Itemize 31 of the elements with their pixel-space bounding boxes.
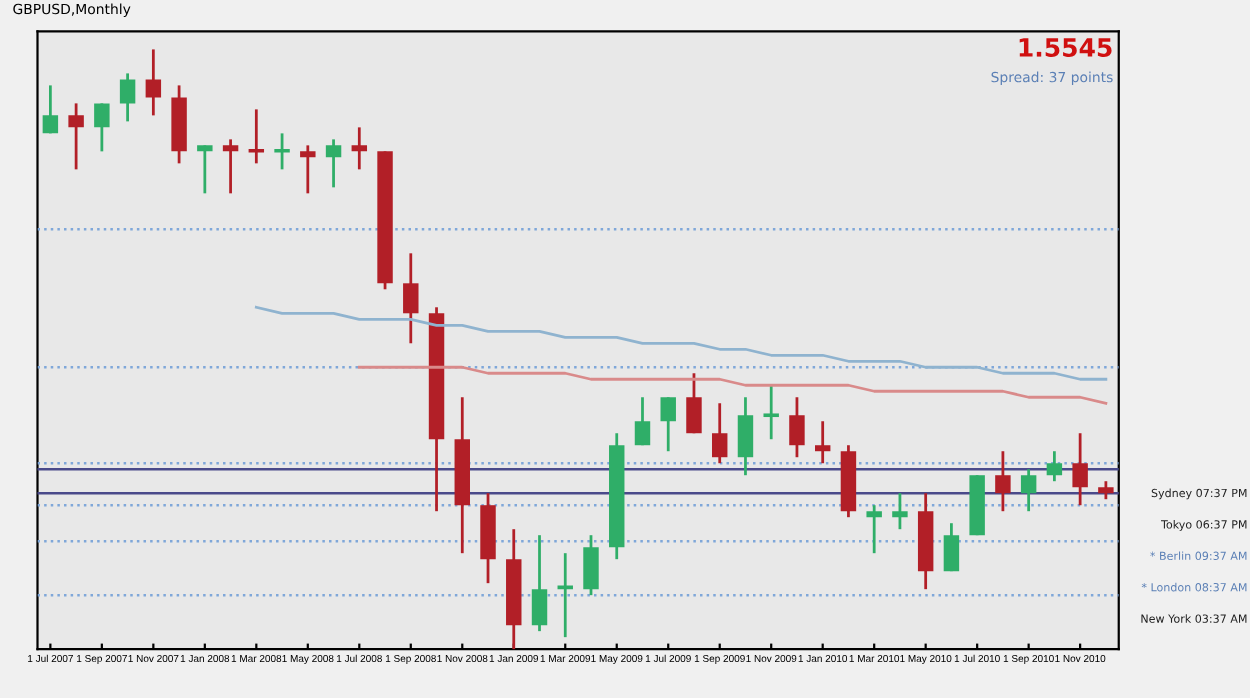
candlestick <box>531 533 548 633</box>
candlestick <box>300 143 316 195</box>
candlestick <box>325 137 342 189</box>
candlestick <box>403 251 419 345</box>
candlestick <box>1072 431 1088 507</box>
candlestick <box>68 101 84 171</box>
candlestick <box>42 84 59 135</box>
candlestick <box>686 371 702 435</box>
candlestick <box>711 401 728 465</box>
candlestick <box>119 72 136 123</box>
candlestick <box>634 395 651 447</box>
annotation: 1.5545 <box>1019 38 1112 57</box>
candlestick <box>274 131 290 171</box>
candlestick <box>248 107 265 165</box>
candlestick <box>145 48 162 117</box>
candlestick <box>892 491 908 531</box>
candlestick <box>943 521 960 573</box>
candlestick <box>789 395 805 459</box>
candlestick <box>1020 467 1037 513</box>
candlestick <box>866 503 882 555</box>
candlestick <box>1046 449 1063 483</box>
candlestick <box>763 383 779 441</box>
candlestick <box>995 449 1011 513</box>
candlestick <box>583 533 599 597</box>
candlestick <box>94 101 110 153</box>
candlestick <box>814 419 831 465</box>
candlestick <box>197 143 213 195</box>
candlestick <box>737 395 754 477</box>
candlestick <box>660 395 676 453</box>
candlestick <box>351 125 368 171</box>
candlestick <box>222 137 239 195</box>
